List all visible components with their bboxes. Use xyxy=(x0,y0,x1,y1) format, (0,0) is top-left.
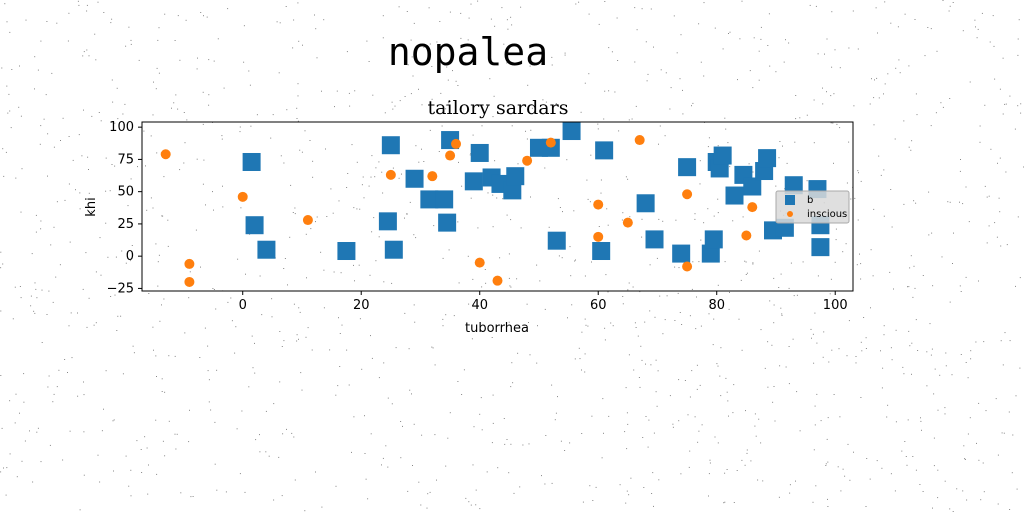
point-b-13 xyxy=(470,143,489,162)
point-b-4 xyxy=(378,212,397,231)
point-inscious-5 xyxy=(385,169,396,180)
x-tick-label-80: 80 xyxy=(708,298,725,313)
x-tick-label-60: 60 xyxy=(590,298,607,313)
y-axis-label: khi xyxy=(84,197,99,216)
y-tick-label-0: 0 xyxy=(126,249,134,264)
point-inscious-4 xyxy=(302,215,313,226)
point-inscious-7 xyxy=(445,150,456,161)
point-inscious-1 xyxy=(184,258,195,269)
point-b-0 xyxy=(242,152,261,171)
legend-marker-inscious xyxy=(787,211,793,217)
point-b-5 xyxy=(381,136,400,155)
point-b-35 xyxy=(743,177,762,196)
figure-suptitle: nopalea xyxy=(387,30,549,74)
point-inscious-18 xyxy=(682,189,693,200)
point-inscious-9 xyxy=(474,257,485,268)
x-tick-label-100: 100 xyxy=(823,298,848,313)
y-tick-label-100: 100 xyxy=(109,120,134,135)
point-b-3 xyxy=(337,242,356,261)
point-inscious-0 xyxy=(160,149,171,160)
point-b-6 xyxy=(384,240,403,259)
point-b-12 xyxy=(464,172,483,191)
axes-frame xyxy=(141,121,854,292)
series-b xyxy=(242,122,830,263)
y-tick-label-25: 25 xyxy=(117,217,134,232)
point-b-1 xyxy=(245,216,264,235)
point-b-43 xyxy=(811,238,830,257)
point-b-26 xyxy=(672,244,691,263)
point-b-23 xyxy=(595,141,614,160)
point-b-10 xyxy=(438,213,457,232)
point-b-25 xyxy=(645,230,664,249)
point-inscious-14 xyxy=(593,231,604,242)
y-tick-label-50: 50 xyxy=(117,185,134,200)
point-inscious-8 xyxy=(451,138,462,149)
point-inscious-19 xyxy=(741,230,752,241)
point-inscious-15 xyxy=(622,217,633,228)
point-b-2 xyxy=(257,240,276,259)
point-inscious-6 xyxy=(427,171,438,182)
point-inscious-12 xyxy=(545,137,556,148)
point-b-7 xyxy=(405,169,424,188)
point-b-17 xyxy=(506,167,525,186)
point-b-21 xyxy=(562,122,581,141)
x-tick-label-40: 40 xyxy=(471,298,488,313)
point-b-24 xyxy=(636,194,655,213)
point-b-40 xyxy=(784,176,803,195)
chart-title: tailory sardars xyxy=(428,97,569,119)
plot-area xyxy=(160,122,830,287)
point-inscious-17 xyxy=(682,261,693,272)
legend-label-inscious: inscious xyxy=(807,209,847,220)
point-b-28 xyxy=(701,244,720,263)
legend-label-b: b xyxy=(807,195,813,206)
point-inscious-20 xyxy=(747,202,758,213)
x-tick-label-20: 20 xyxy=(353,298,370,313)
point-b-37 xyxy=(758,149,777,168)
point-b-33 xyxy=(725,186,744,205)
point-b-20 xyxy=(547,231,566,250)
point-b-9 xyxy=(435,190,454,209)
point-b-22 xyxy=(592,242,611,261)
point-inscious-16 xyxy=(634,135,645,146)
point-inscious-3 xyxy=(237,191,248,202)
y-tick-label-75: 75 xyxy=(117,152,134,167)
point-b-16 xyxy=(503,181,522,200)
x-tick-label-0: 0 xyxy=(239,298,247,313)
point-b-32 xyxy=(713,146,732,165)
point-b-29 xyxy=(704,230,723,249)
point-inscious-11 xyxy=(522,155,533,166)
legend: b inscious xyxy=(775,190,850,224)
axes: 0 20 40 60 80 100 −25 0 25 50 75 100 xyxy=(107,120,848,313)
series-inscious xyxy=(160,135,758,287)
y-tick-label--25: −25 xyxy=(107,281,134,296)
point-inscious-10 xyxy=(492,275,503,286)
point-inscious-13 xyxy=(593,199,604,210)
point-b-8 xyxy=(420,190,439,209)
legend-marker-b xyxy=(785,195,795,205)
point-b-27 xyxy=(678,158,697,177)
x-axis-label: tuborrhea xyxy=(465,321,529,336)
point-inscious-2 xyxy=(184,276,195,287)
